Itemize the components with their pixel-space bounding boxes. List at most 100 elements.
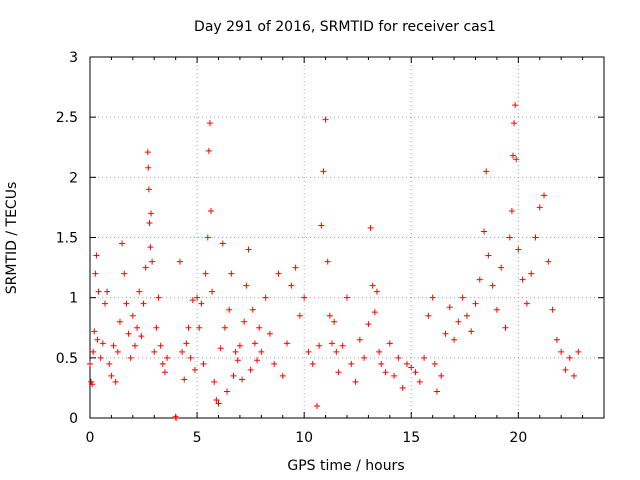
data-point bbox=[314, 402, 321, 409]
data-point bbox=[266, 330, 273, 337]
data-point bbox=[352, 378, 359, 385]
data-point bbox=[228, 270, 235, 277]
data-point bbox=[403, 360, 410, 367]
data-point bbox=[204, 234, 211, 241]
axis-ticks bbox=[89, 56, 605, 419]
data-point bbox=[549, 306, 556, 313]
data-point bbox=[373, 288, 380, 295]
data-point bbox=[136, 288, 143, 295]
data-point bbox=[129, 312, 136, 319]
y-tick-label: 0 bbox=[69, 411, 78, 427]
data-point bbox=[344, 294, 350, 301]
data-point bbox=[176, 258, 183, 265]
data-point bbox=[121, 270, 128, 277]
data-point bbox=[112, 378, 119, 385]
data-point bbox=[142, 264, 149, 271]
data-point bbox=[243, 282, 250, 289]
data-point bbox=[541, 192, 548, 199]
data-point bbox=[412, 369, 419, 376]
data-point bbox=[536, 204, 543, 211]
data-point bbox=[553, 336, 560, 343]
data-point bbox=[205, 147, 212, 154]
data-point bbox=[361, 354, 368, 361]
data-point bbox=[367, 224, 374, 231]
data-point bbox=[194, 294, 201, 301]
data-point bbox=[382, 369, 389, 376]
data-point bbox=[275, 270, 282, 277]
data-point bbox=[339, 342, 346, 349]
data-point bbox=[119, 240, 126, 247]
data-point bbox=[502, 324, 509, 331]
data-point bbox=[309, 360, 316, 367]
data-point bbox=[324, 258, 331, 265]
data-point bbox=[200, 360, 207, 367]
data-point bbox=[104, 288, 111, 295]
data-point bbox=[429, 294, 436, 301]
x-tick-label: 5 bbox=[193, 430, 202, 446]
data-point bbox=[116, 318, 123, 325]
data-point bbox=[288, 282, 295, 289]
data-point bbox=[545, 258, 552, 265]
data-point bbox=[513, 156, 520, 163]
data-point bbox=[93, 252, 100, 259]
data-point bbox=[408, 364, 415, 371]
data-point bbox=[140, 300, 147, 307]
data-point bbox=[472, 300, 479, 307]
data-point bbox=[468, 328, 475, 335]
data-point bbox=[421, 354, 428, 361]
data-point bbox=[329, 340, 336, 347]
data-point bbox=[206, 120, 213, 127]
data-point bbox=[211, 378, 218, 385]
data-point bbox=[217, 345, 224, 352]
data-point bbox=[187, 354, 194, 361]
data-point bbox=[498, 264, 505, 271]
data-point bbox=[134, 324, 141, 331]
tick-labels: 0 5 10 15 20 0 0.5 1 1.5 2 2.5 3 bbox=[56, 50, 528, 446]
data-point bbox=[481, 228, 488, 235]
data-point bbox=[416, 378, 423, 385]
data-point bbox=[271, 360, 278, 367]
data-point bbox=[493, 306, 500, 313]
data-point bbox=[247, 366, 254, 373]
data-point bbox=[232, 348, 239, 355]
data-point bbox=[431, 360, 438, 367]
data-point bbox=[305, 348, 312, 355]
data-point bbox=[258, 348, 265, 355]
data-point bbox=[185, 324, 192, 331]
y-tick-label: 0.5 bbox=[56, 351, 78, 367]
data-point bbox=[322, 116, 329, 123]
data-point bbox=[279, 372, 286, 379]
data-point bbox=[455, 318, 462, 325]
data-point bbox=[236, 342, 243, 349]
data-point bbox=[391, 372, 398, 379]
data-point bbox=[254, 357, 261, 364]
data-point bbox=[144, 149, 151, 156]
data-point bbox=[101, 300, 108, 307]
data-point bbox=[245, 246, 252, 253]
data-point bbox=[219, 240, 226, 247]
data-point bbox=[110, 342, 117, 349]
data-point bbox=[164, 354, 171, 361]
data-point bbox=[208, 208, 215, 215]
data-point bbox=[221, 324, 228, 331]
data-point bbox=[376, 348, 383, 355]
data-point bbox=[87, 360, 93, 367]
data-point bbox=[562, 366, 569, 373]
data-point bbox=[226, 306, 233, 313]
data-point bbox=[173, 415, 180, 421]
data-point bbox=[230, 372, 237, 379]
data-point bbox=[386, 340, 393, 347]
data-point bbox=[202, 270, 209, 277]
data-point bbox=[331, 318, 338, 325]
x-tick-label: 20 bbox=[509, 430, 527, 446]
data-point bbox=[356, 336, 363, 343]
data-point bbox=[146, 220, 153, 227]
data-point bbox=[433, 388, 440, 395]
x-tick-label: 10 bbox=[295, 430, 313, 446]
data-point bbox=[523, 300, 530, 307]
data-point bbox=[151, 348, 158, 355]
data-point bbox=[114, 348, 121, 355]
y-tick-label: 3 bbox=[69, 50, 78, 66]
data-point bbox=[127, 354, 134, 361]
data-point bbox=[196, 324, 203, 331]
